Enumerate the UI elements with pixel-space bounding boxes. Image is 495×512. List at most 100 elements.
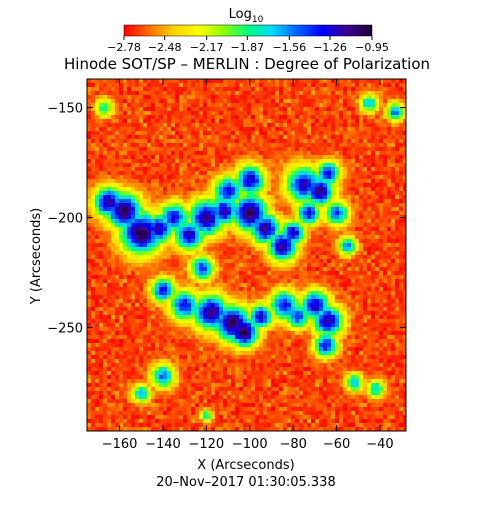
heatmap-cell: [219, 87, 223, 91]
heatmap-cell: [131, 239, 135, 243]
heatmap-cell: [347, 123, 351, 127]
heatmap-cell: [179, 159, 183, 163]
heatmap-cell: [331, 315, 335, 319]
heatmap-cell: [199, 315, 203, 319]
heatmap-cell: [379, 259, 383, 263]
heatmap-cell: [343, 159, 347, 163]
heatmap-cell: [151, 259, 155, 263]
heatmap-cell: [127, 83, 131, 87]
heatmap-cell: [147, 311, 151, 315]
heatmap-cell: [167, 299, 171, 303]
heatmap-cell: [195, 159, 199, 163]
heatmap-cell: [303, 187, 307, 191]
heatmap-cell: [291, 91, 295, 95]
heatmap-cell: [355, 147, 359, 151]
heatmap-cell: [107, 151, 111, 155]
heatmap-cell: [231, 167, 235, 171]
heatmap-cell: [359, 123, 363, 127]
heatmap-cell: [275, 247, 279, 251]
heatmap-cell: [267, 187, 271, 191]
heatmap-cell: [379, 167, 383, 171]
heatmap-cell: [391, 179, 395, 183]
heatmap-cell: [311, 207, 315, 211]
heatmap-cell: [359, 315, 363, 319]
heatmap-cell: [375, 163, 379, 167]
heatmap-cell: [315, 219, 319, 223]
heatmap-cell: [239, 215, 243, 219]
heatmap-cell: [403, 115, 406, 119]
heatmap-cell: [303, 79, 307, 83]
heatmap-cell: [367, 247, 371, 251]
heatmap-cell: [307, 279, 311, 283]
heatmap-cell: [295, 91, 299, 95]
heatmap-cell: [335, 303, 339, 307]
heatmap-cell: [103, 247, 107, 251]
heatmap-cell: [299, 303, 303, 307]
heatmap-cell: [303, 223, 307, 227]
heatmap-cell: [339, 235, 343, 239]
heatmap-cell: [303, 255, 307, 259]
heatmap-cell: [399, 199, 403, 203]
heatmap-cell: [147, 115, 151, 119]
heatmap-cell: [383, 131, 387, 135]
heatmap-cell: [187, 187, 191, 191]
heatmap-cell: [287, 139, 291, 143]
heatmap-cell: [191, 251, 195, 255]
heatmap-cell: [255, 303, 259, 307]
heatmap-cell: [327, 227, 331, 231]
heatmap-cell: [87, 279, 91, 283]
heatmap-cell: [103, 283, 107, 287]
heatmap-cell: [231, 243, 235, 247]
heatmap-cell: [215, 175, 219, 179]
heatmap-cell: [323, 163, 327, 167]
heatmap-cell: [351, 311, 355, 315]
heatmap-cell: [355, 283, 359, 287]
heatmap-cell: [175, 171, 179, 175]
heatmap-cell: [391, 143, 395, 147]
heatmap-cell: [283, 267, 287, 271]
heatmap-cell: [171, 139, 175, 143]
heatmap-cell: [315, 271, 319, 275]
heatmap-cell: [343, 219, 347, 223]
heatmap-cell: [291, 215, 295, 219]
heatmap-cell: [379, 247, 383, 251]
heatmap-cell: [211, 111, 215, 115]
heatmap-cell: [203, 123, 207, 127]
heatmap-cell: [203, 195, 207, 199]
heatmap-cell: [379, 223, 383, 227]
heatmap-cell: [379, 83, 383, 87]
heatmap-cell: [215, 255, 219, 259]
heatmap-cell: [375, 307, 379, 311]
heatmap-cell: [183, 295, 187, 299]
heatmap-cell: [259, 195, 263, 199]
heatmap-cell: [299, 199, 303, 203]
heatmap-cell: [87, 251, 91, 255]
heatmap-cell: [119, 131, 123, 135]
heatmap-cell: [299, 247, 303, 251]
heatmap-cell: [323, 287, 327, 291]
heatmap-cell: [403, 191, 406, 195]
heatmap-cell: [195, 183, 199, 187]
heatmap-cell: [203, 155, 207, 159]
heatmap-cell: [183, 79, 187, 83]
heatmap-cell: [223, 227, 227, 231]
heatmap-cell: [367, 79, 371, 83]
heatmap-cell: [343, 147, 347, 151]
heatmap-cell: [175, 175, 179, 179]
heatmap-cell: [99, 259, 103, 263]
heatmap-cell: [195, 127, 199, 131]
heatmap-cell: [247, 219, 251, 223]
heatmap-cell: [171, 215, 175, 219]
heatmap-cell: [295, 215, 299, 219]
heatmap-cell: [119, 203, 123, 207]
heatmap-cell: [303, 107, 307, 111]
heatmap-cell: [203, 99, 207, 103]
heatmap-cell: [207, 123, 211, 127]
heatmap-cell: [275, 155, 279, 159]
heatmap-cell: [215, 315, 219, 319]
heatmap-cell: [383, 191, 387, 195]
heatmap-cell: [183, 251, 187, 255]
heatmap-cell: [87, 263, 91, 267]
heatmap-cell: [119, 207, 123, 211]
heatmap-cell: [315, 247, 319, 251]
